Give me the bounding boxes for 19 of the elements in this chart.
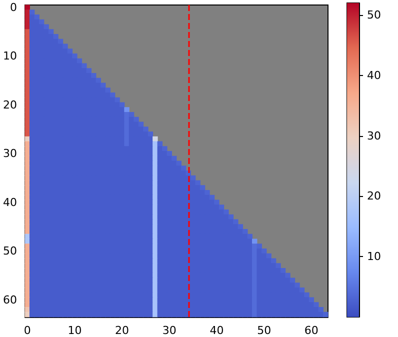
y-tick-label: 10 <box>2 50 17 63</box>
x-tick-label: 30 <box>162 324 176 337</box>
x-tick-label: 60 <box>304 324 318 337</box>
x-tick-label: 0 <box>24 324 31 337</box>
x-tick-label: 50 <box>257 324 272 337</box>
color-bar-label: 30 <box>367 129 381 142</box>
y-tick-label: 50 <box>2 244 17 258</box>
y-tick-label: 60 <box>2 293 17 306</box>
color-bar-label: 50 <box>367 8 381 22</box>
y-tick-label: 40 <box>2 196 17 209</box>
x-tick-label: 20 <box>115 324 130 337</box>
y-tick-label: 30 <box>2 147 17 160</box>
y-tick-label: 0 <box>10 0 17 14</box>
color-bar-label: 40 <box>367 68 381 82</box>
y-tick-label: 20 <box>2 98 17 112</box>
x-tick-label: 10 <box>68 324 82 337</box>
color-bar-label: 10 <box>367 250 381 264</box>
color-bar-label: 20 <box>367 190 381 203</box>
x-tick-label: 40 <box>210 324 224 337</box>
